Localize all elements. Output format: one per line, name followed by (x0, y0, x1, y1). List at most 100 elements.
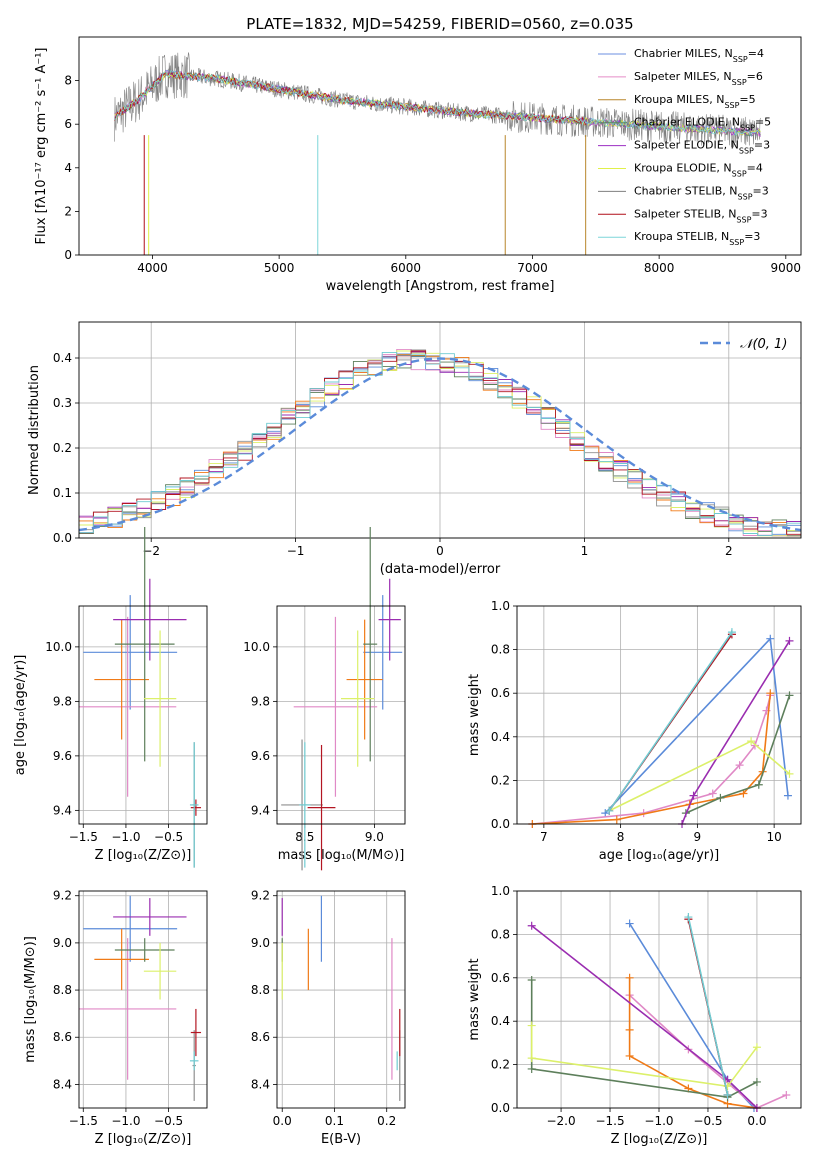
y-tick-label: 9.6 (53, 749, 72, 763)
mass-weight-line (681, 640, 791, 825)
legend-label: Salpeter STELIB, N (634, 207, 736, 220)
y-tick-label: 0.4 (491, 1014, 510, 1028)
mass-weight-marker (527, 975, 536, 984)
y-tick-label: 0 (64, 248, 72, 262)
legend-suffix: =5 (739, 93, 755, 106)
x-tick-label: −2 (142, 544, 160, 558)
y-tick-label: 9.8 (53, 694, 72, 708)
y-axis-label: Flux [fλ10⁻¹⁷ erg cm⁻² s⁻¹ A⁻¹] (34, 48, 49, 245)
x-tick-label: 7000 (517, 261, 548, 275)
y-tick-label: 8 (64, 74, 72, 88)
mass-weight-marker (785, 636, 794, 645)
y-tick-label: 2 (64, 204, 72, 218)
mass-weight-marker (785, 769, 794, 778)
y-tick-label: 1.0 (491, 599, 510, 613)
y-tick-label: 8.8 (53, 983, 72, 997)
mass-weight-marker (527, 1054, 536, 1063)
x-axis-label: age [log₁₀(age/yr)] (599, 848, 720, 863)
mass-weight-line (628, 923, 755, 1109)
x-tick-label: 0.1 (325, 1114, 344, 1128)
age-vs-metallicity-panel: −1.5 −1.0 −0.5 9.4 9.6 9.8 10.0 Z [log₁₀(Z/Z⊙)]… (13, 526, 208, 868)
mass-weight-marker (785, 691, 794, 700)
x-tick-label: −0.5 (154, 830, 183, 844)
y-tick-label: 0.3 (53, 396, 72, 410)
x-tick-label: 7 (540, 830, 548, 844)
legend-subscript: SSP (739, 146, 754, 155)
model-spectrum-line (114, 70, 761, 137)
mass-weight-vs-age-panel: 7 8 9 10 0.0 0.2 0.4 0.6 0.8 1.0 age [log₁₀(age/yr… (467, 599, 802, 863)
observed-spectrum-line (114, 52, 761, 148)
y-tick-label: 10.0 (243, 640, 270, 654)
axes-frame (78, 321, 802, 539)
mass-weight-line (685, 695, 791, 814)
mass-weight-marker (716, 793, 725, 802)
legend-suffix: =3 (751, 207, 767, 220)
legend-entry: Salpeter STELIB, NSSP=3 (634, 207, 768, 224)
legend-label: Chabrier STELIB, N (634, 184, 738, 197)
x-tick-label: −0.5 (693, 1114, 722, 1128)
axes-frame (516, 890, 802, 1109)
x-tick-label: 0.0 (273, 1114, 292, 1128)
y-tick-label: 0.8 (491, 643, 510, 657)
x-tick-label: 0.2 (377, 1114, 396, 1128)
legend-suffix: =3 (753, 184, 769, 197)
legend-label: Salpeter MILES, N (634, 70, 732, 83)
legend-suffix: =4 (747, 162, 763, 175)
legend-label: Chabrier ELODIE, N (634, 116, 740, 129)
mass-weight-marker (684, 913, 693, 922)
x-tick-label: 9.0 (365, 830, 384, 844)
residual-histogram-panel: −2 −1 0 1 2 0.0 0.1 0.2 0.3 0.4 (data-model)/error… (27, 321, 802, 577)
legend-label: Chabrier MILES, N (634, 47, 733, 60)
y-tick-label: 4 (64, 161, 72, 175)
y-axis-label: mass weight (467, 958, 482, 1040)
axes-frame (78, 890, 208, 1109)
y-tick-label: 0.0 (53, 531, 72, 545)
y-tick-label: 0.2 (53, 441, 72, 455)
x-tick-label: 10 (766, 830, 781, 844)
mass-weight-marker (527, 1064, 536, 1073)
legend-entry: Chabrier STELIB, NSSP=3 (634, 184, 769, 201)
mass-weight-line (629, 994, 787, 1109)
mass-weight-marker (612, 815, 621, 824)
x-tick-label: −1.0 (111, 1114, 140, 1128)
x-tick-label: 9000 (771, 261, 802, 275)
x-tick-label: −1 (287, 544, 305, 558)
legend-label: Kroupa STELIB, N (634, 230, 729, 243)
x-axis-label: E(B-V) (321, 1132, 361, 1147)
legend-entry: Kroupa MILES, NSSP=5 (634, 93, 756, 110)
legend-subscript: SSP (732, 169, 747, 178)
x-axis-label: mass [log₁₀(M/M⊙)] (278, 848, 405, 863)
y-tick-label: 9.0 (53, 936, 72, 950)
mass-weight-line (531, 925, 758, 1109)
mass-weight-marker (689, 791, 698, 800)
axes-frame (78, 605, 208, 825)
x-tick-label: 0 (436, 544, 444, 558)
x-tick-label: 0.0 (747, 1114, 766, 1128)
legend-label: Kroupa MILES, N (634, 93, 724, 106)
y-tick-label: 8.6 (251, 1030, 270, 1044)
spectrum-traces (114, 52, 761, 255)
normal-curve (78, 357, 802, 532)
y-tick-label: 9.0 (251, 936, 270, 950)
y-tick-label: 10.0 (45, 640, 72, 654)
legend-entry: Kroupa STELIB, NSSP=3 (634, 230, 760, 247)
mass-weight-line (532, 695, 772, 825)
spectrum-panel: 4000 5000 6000 7000 8000 9000 0 2 4 6 8 wavelength … (34, 36, 802, 294)
y-tick-label: 9.2 (53, 889, 72, 903)
mass-weight-marker (605, 806, 614, 815)
mass-weight-marker (527, 921, 536, 930)
x-axis-label: Z [log₁₀(Z/Z⊙)] (95, 1132, 192, 1147)
axes-frame (276, 605, 406, 825)
legend-entry: 𝒩(0, 1) (740, 337, 787, 352)
mass-weight-marker (727, 628, 736, 637)
y-axis-label: age [log₁₀(age/yr)] (13, 655, 28, 776)
y-tick-label: 0.0 (491, 817, 510, 831)
y-axis-label: mass [log₁₀(M/M⊙)] (23, 936, 38, 1063)
mass-weight-line (687, 916, 729, 1096)
x-tick-label: 5000 (264, 261, 295, 275)
x-tick-label: 6000 (391, 261, 422, 275)
x-axis-label: (data-model)/error (380, 562, 501, 577)
y-tick-label: 9.8 (251, 694, 270, 708)
mass-weight-marker (625, 919, 634, 928)
